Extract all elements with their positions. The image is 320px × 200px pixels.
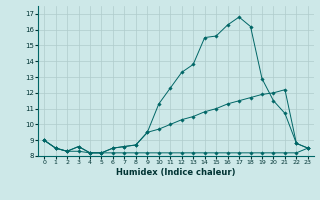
X-axis label: Humidex (Indice chaleur): Humidex (Indice chaleur) bbox=[116, 168, 236, 177]
